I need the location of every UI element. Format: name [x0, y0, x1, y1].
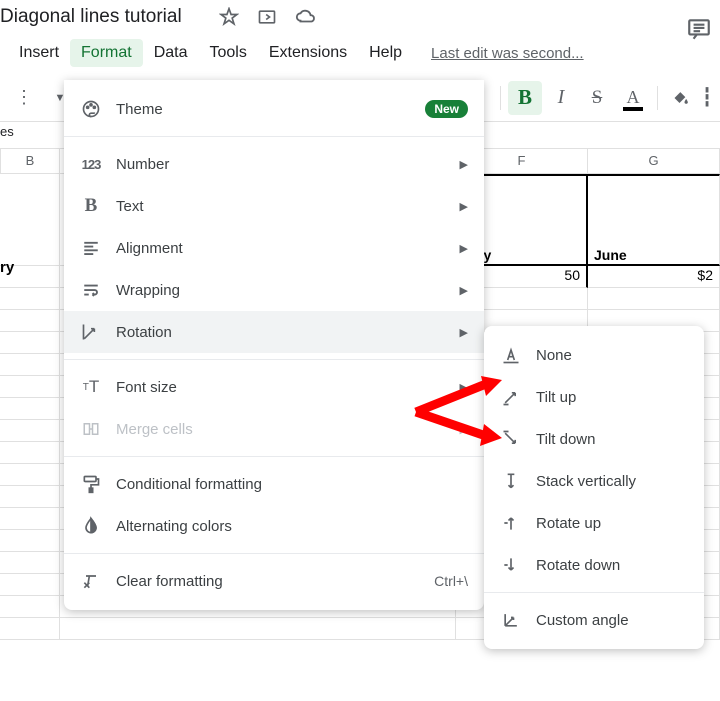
star-icon[interactable]: [219, 7, 239, 27]
column-header[interactable]: B: [0, 148, 60, 174]
tilt-down-icon: [500, 428, 522, 450]
rotation-submenu: None Tilt up Tilt down Stack vertically …: [484, 326, 704, 649]
bold-button[interactable]: B: [508, 81, 542, 115]
shortcut-text: Ctrl+\: [434, 573, 468, 589]
italic-button[interactable]: I: [544, 81, 578, 115]
number-icon: 123: [80, 153, 102, 175]
submenu-arrow-icon: ▶: [460, 158, 468, 171]
cloud-icon[interactable]: [295, 6, 317, 28]
menu-alignment-label: Alignment: [116, 240, 183, 257]
menu-rotation[interactable]: Rotation ▶: [64, 311, 484, 353]
menu-separator: [64, 136, 484, 137]
menu-alignment[interactable]: Alignment ▶: [64, 227, 484, 269]
palette-icon: [80, 98, 102, 120]
rotation-rotup-label: Rotate up: [536, 515, 601, 532]
menu-alternating[interactable]: Alternating colors: [64, 505, 484, 547]
rotation-rotdown[interactable]: Rotate down: [484, 544, 704, 586]
document-title[interactable]: Diagonal lines tutorial: [0, 6, 182, 28]
bold-icon: B: [80, 195, 102, 217]
menu-rotation-label: Rotation: [116, 324, 172, 341]
rotation-tiltdown-label: Tilt down: [536, 431, 595, 448]
menu-text-label: Text: [116, 198, 144, 215]
menu-data[interactable]: Data: [143, 39, 199, 67]
menu-insert[interactable]: Insert: [8, 39, 70, 67]
last-edit-link[interactable]: Last edit was second...: [431, 45, 584, 62]
rotate-up-icon: [500, 512, 522, 534]
menu-merge: Merge cells ▶: [64, 408, 484, 450]
format-dropdown: Theme New 123 Number ▶ B Text ▶ Alignmen…: [64, 80, 484, 610]
cell-value[interactable]: $2: [588, 266, 720, 288]
partial-label: es: [0, 122, 14, 146]
column-header[interactable]: G: [588, 148, 720, 174]
submenu-arrow-icon: ▶: [460, 200, 468, 213]
drop-icon: [80, 515, 102, 537]
text-none-icon: [500, 344, 522, 366]
rotation-icon: [80, 321, 102, 343]
menu-number[interactable]: 123 Number ▶: [64, 143, 484, 185]
rotation-custom[interactable]: Custom angle: [484, 599, 704, 641]
submenu-arrow-icon: ▶: [460, 284, 468, 297]
menu-theme-label: Theme: [116, 101, 163, 118]
fill-color-button[interactable]: [665, 81, 699, 115]
submenu-arrow-icon: ▶: [460, 423, 468, 436]
menu-format[interactable]: Format: [70, 39, 143, 67]
rotation-tiltdown[interactable]: Tilt down: [484, 418, 704, 460]
submenu-arrow-icon: ▶: [460, 326, 468, 339]
rotation-rotup[interactable]: Rotate up: [484, 502, 704, 544]
menu-conditional[interactable]: Conditional formatting: [64, 463, 484, 505]
wrap-icon: [80, 279, 102, 301]
toolbar-separator: [500, 86, 501, 110]
rotation-none[interactable]: None: [484, 334, 704, 376]
menu-separator: [64, 456, 484, 457]
menu-fontsize-label: Font size: [116, 379, 177, 396]
menu-alternating-label: Alternating colors: [116, 518, 232, 535]
paint-roller-icon: [80, 473, 102, 495]
menu-theme[interactable]: Theme New: [64, 88, 484, 130]
submenu-arrow-icon: ▶: [460, 242, 468, 255]
rotation-rotdown-label: Rotate down: [536, 557, 620, 574]
clear-format-icon: [80, 570, 102, 592]
fontsize-icon: TT: [80, 376, 102, 398]
submenu-arrow-icon: ▶: [460, 381, 468, 394]
rotation-stack-label: Stack vertically: [536, 473, 636, 490]
rotation-stack[interactable]: Stack vertically: [484, 460, 704, 502]
menu-fontsize[interactable]: TT Font size ▶: [64, 366, 484, 408]
menu-extensions[interactable]: Extensions: [258, 39, 358, 67]
menu-clear[interactable]: Clear formatting Ctrl+\: [64, 560, 484, 602]
rotation-none-label: None: [536, 347, 572, 364]
comment-icon[interactable]: [686, 16, 712, 47]
align-icon: [80, 237, 102, 259]
menu-merge-label: Merge cells: [116, 421, 193, 438]
menu-wrapping-label: Wrapping: [116, 282, 180, 299]
text-color-button[interactable]: A: [616, 81, 650, 115]
menu-conditional-label: Conditional formatting: [116, 476, 262, 493]
rotation-custom-label: Custom angle: [536, 612, 629, 629]
rotation-tiltup[interactable]: Tilt up: [484, 376, 704, 418]
strikethrough-button[interactable]: S: [580, 81, 614, 115]
dropdown-icon[interactable]: ⋮: [7, 81, 41, 115]
menu-separator: [64, 553, 484, 554]
menu-tools[interactable]: Tools: [198, 39, 257, 67]
move-icon[interactable]: [257, 7, 277, 27]
menu-separator: [64, 359, 484, 360]
menu-clear-label: Clear formatting: [116, 573, 223, 590]
new-badge: New: [425, 100, 468, 118]
menu-separator: [484, 592, 704, 593]
tilt-up-icon: [500, 386, 522, 408]
rotation-tiltup-label: Tilt up: [536, 389, 576, 406]
custom-angle-icon: [500, 609, 522, 631]
rotate-down-icon: [500, 554, 522, 576]
menu-text[interactable]: B Text ▶: [64, 185, 484, 227]
more-icon[interactable]: ┇: [701, 81, 713, 115]
stack-vertical-icon: [500, 470, 522, 492]
merge-icon: [80, 418, 102, 440]
menu-help[interactable]: Help: [358, 39, 413, 67]
menu-number-label: Number: [116, 156, 169, 173]
cell-header[interactable]: June: [588, 174, 720, 266]
menu-wrapping[interactable]: Wrapping ▶: [64, 269, 484, 311]
toolbar-separator: [657, 86, 658, 110]
partial-cell-text: ry: [0, 259, 14, 276]
